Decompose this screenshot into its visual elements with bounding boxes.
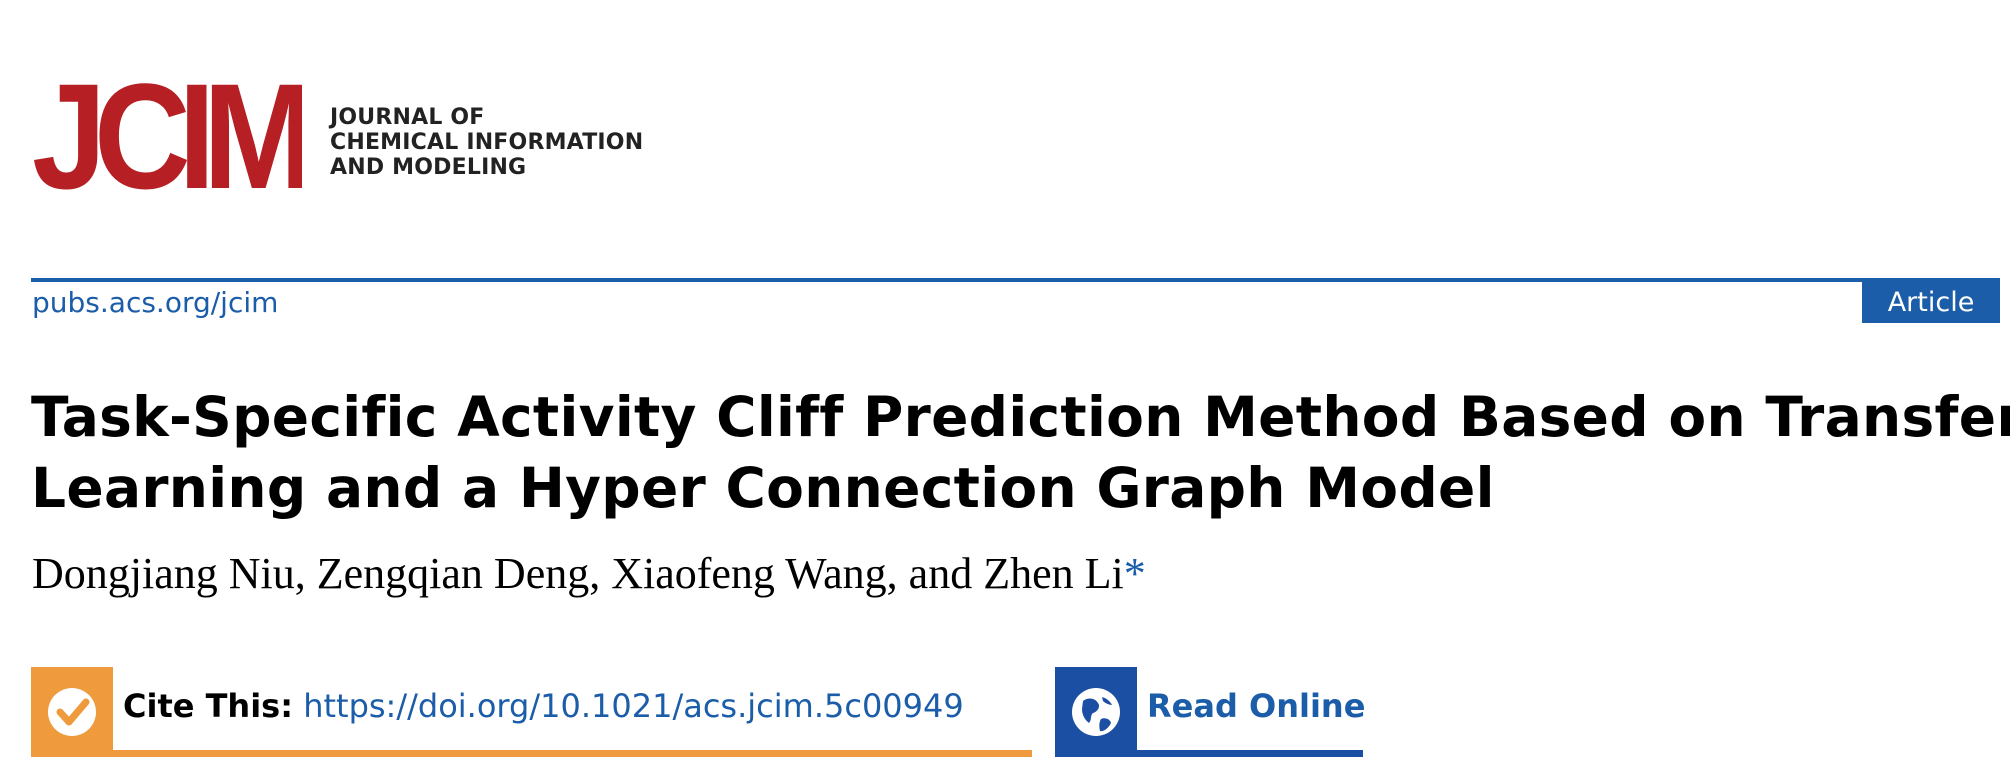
article-title: Task-Specific Activity Cliff Prediction …: [31, 382, 2010, 524]
jcim-logo-icon: JCIM: [32, 80, 302, 192]
journal-site-link[interactable]: pubs.acs.org/jcim: [32, 286, 279, 319]
journal-name-line-3: AND MODELING: [330, 155, 527, 180]
read-underline: [1055, 750, 1363, 757]
article-title-line-1: Task-Specific Activity Cliff Prediction …: [31, 385, 2010, 449]
check-circle-icon: [48, 688, 96, 736]
cite-doi-link[interactable]: https://doi.org/10.1021/acs.jcim.5c00949: [303, 687, 964, 725]
journal-name-line-2: CHEMICAL INFORMATION: [330, 130, 644, 155]
journal-logo[interactable]: JCIM JOURNAL OF CHEMICAL INFORMATION AND…: [32, 78, 643, 193]
read-online-button[interactable]: Read Online: [1055, 667, 1366, 757]
cite-icon-container: [31, 667, 113, 757]
author-list: Dongjiang Niu, Zengqian Deng, Xiaofeng W…: [32, 548, 1146, 599]
read-online-label: Read Online: [1147, 687, 1366, 725]
article-type-badge: Article: [1862, 281, 2000, 323]
svg-text:JCIM: JCIM: [32, 80, 302, 192]
cite-text: Cite This: https://doi.org/10.1021/acs.j…: [123, 687, 964, 725]
article-title-line-2: Learning and a Hyper Connection Graph Mo…: [31, 456, 1495, 520]
corresponding-author-mark[interactable]: *: [1123, 549, 1146, 598]
journal-name: JOURNAL OF CHEMICAL INFORMATION AND MODE…: [330, 105, 643, 180]
header-divider: [31, 278, 2000, 282]
cite-this-box[interactable]: Cite This: https://doi.org/10.1021/acs.j…: [31, 667, 1032, 757]
cite-underline: [31, 750, 1032, 757]
author-names: Dongjiang Niu, Zengqian Deng, Xiaofeng W…: [32, 549, 1124, 598]
globe-icon: [1072, 688, 1120, 736]
read-icon-container: [1055, 667, 1137, 757]
journal-name-line-1: JOURNAL OF: [330, 105, 485, 130]
cite-label: Cite This:: [123, 687, 294, 725]
